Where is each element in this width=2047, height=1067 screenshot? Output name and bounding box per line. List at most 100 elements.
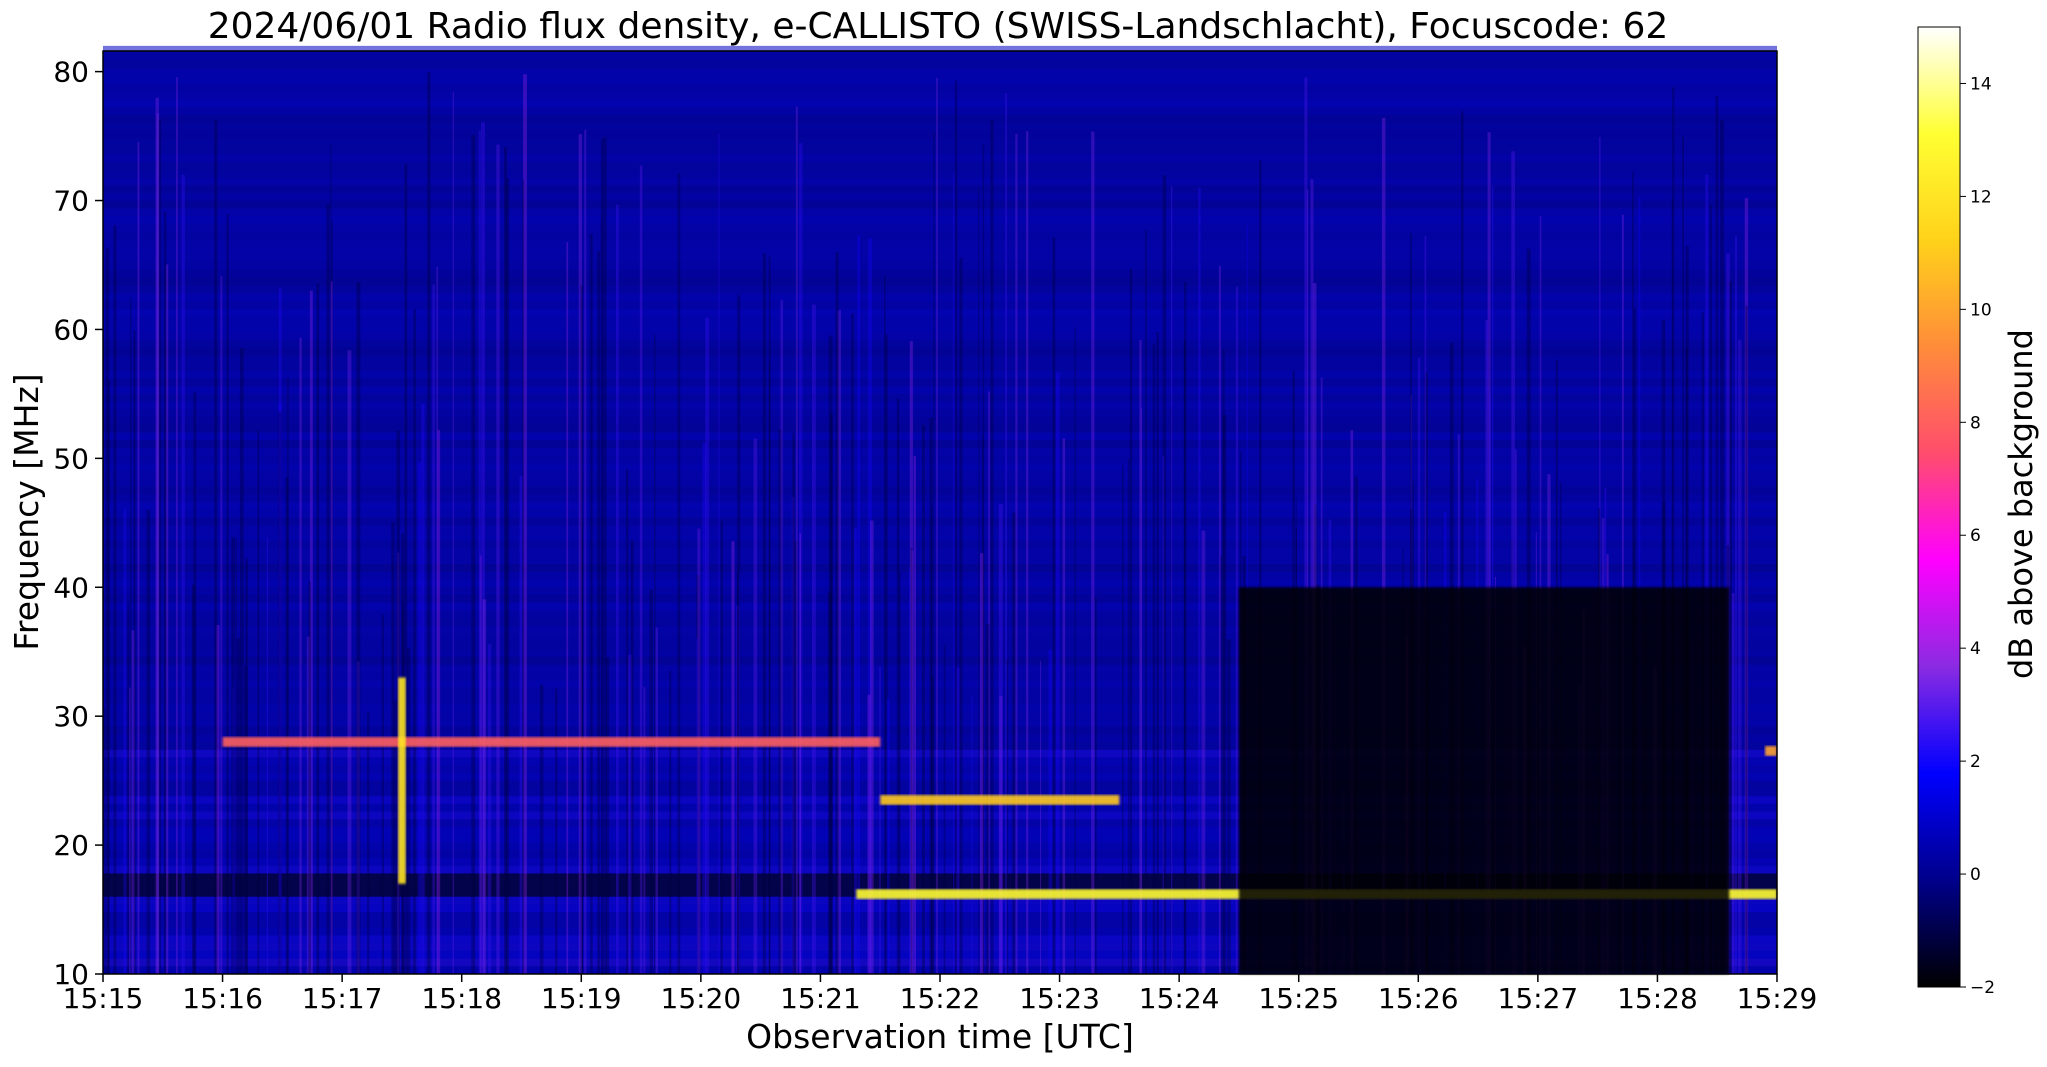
heatmap-row: [103, 123, 1777, 131]
heatmap-row: [103, 850, 1777, 858]
heatmap-streak: [768, 256, 771, 974]
heatmap-streak: [316, 283, 320, 974]
heatmap-streak: [793, 541, 798, 974]
heatmap-row: [103, 231, 1777, 240]
heatmap-streak: [1737, 339, 1742, 974]
heatmap-streak: [555, 688, 558, 974]
heatmap-row: [103, 223, 1777, 232]
heatmap-row: [103, 633, 1777, 642]
heatmap-row: [103, 827, 1777, 835]
heatmap-row: [103, 417, 1777, 425]
y-tick-label: 40: [53, 571, 89, 604]
heatmap-row: [103, 780, 1777, 789]
heatmap-row: [103, 448, 1777, 456]
heatmap-row: [103, 618, 1777, 626]
heatmap-row: [103, 486, 1777, 495]
heatmap-streak: [437, 430, 441, 974]
heatmap-streak: [600, 139, 603, 975]
heatmap-streak: [655, 627, 658, 974]
heatmap-row: [103, 69, 1777, 77]
heatmap-streak: [166, 264, 169, 974]
heatmap-streak: [702, 443, 707, 975]
heatmap-row: [103, 494, 1777, 503]
colorbar-tick-label: −2: [1970, 978, 1995, 998]
heatmap-streak: [697, 528, 701, 974]
heatmap-streak: [413, 309, 416, 974]
heatmap-row: [103, 811, 1777, 820]
heatmap-row: [103, 502, 1777, 510]
heatmap-streak: [896, 398, 900, 974]
heatmap-row: [103, 726, 1777, 735]
colorbar-tick-label: 10: [1970, 300, 1992, 320]
heatmap-streak: [835, 252, 839, 974]
y-tick-label: 60: [53, 313, 89, 346]
heatmap-streak: [421, 404, 425, 974]
heatmap-streak: [1671, 197, 1673, 975]
heatmap-row: [103, 471, 1777, 479]
x-tick-label: 15:17: [302, 982, 383, 1015]
heatmap-streak: [1201, 530, 1206, 974]
heatmap-streak: [1226, 639, 1231, 974]
heatmap-streak: [1218, 265, 1221, 974]
heatmap-streak: [578, 134, 582, 974]
heatmap-row: [103, 834, 1777, 843]
heatmap-streak: [1720, 120, 1725, 975]
heatmap-row: [103, 881, 1777, 889]
heatmap-row: [103, 362, 1777, 371]
heatmap-streak: [1040, 661, 1042, 974]
heatmap-streak: [133, 330, 136, 975]
heatmap-streak: [1511, 151, 1515, 974]
y-tick-label: 30: [53, 700, 89, 733]
heatmap-streak: [331, 220, 333, 975]
heatmap-row: [103, 803, 1777, 812]
heatmap-row: [103, 749, 1777, 758]
heatmap-row: [103, 687, 1777, 696]
heatmap-streak: [627, 654, 632, 974]
heatmap-streak: [811, 304, 816, 975]
heatmap-streak: [326, 204, 330, 975]
heatmap-row: [103, 571, 1777, 580]
heatmap-streak: [356, 282, 361, 974]
heatmap-streak: [381, 614, 384, 974]
heatmap-streak: [753, 438, 758, 974]
feature-spike: [397, 677, 406, 884]
heatmap-streak: [606, 657, 610, 974]
heatmap-streak: [982, 144, 985, 975]
heatmap-streak: [643, 686, 646, 974]
heatmap-streak: [436, 266, 439, 974]
heatmap-streak: [123, 509, 127, 974]
heatmap-row: [103, 355, 1777, 363]
heatmap-streak: [999, 695, 1003, 974]
heatmap-row: [103, 912, 1777, 920]
heatmap-streak: [1005, 93, 1008, 974]
heatmap-streak: [1632, 171, 1634, 974]
heatmap-streak: [1052, 237, 1056, 974]
heatmap-row: [103, 440, 1777, 449]
heatmap-streak: [1140, 407, 1142, 975]
heatmap-row: [103, 45, 1777, 54]
heatmap-streak: [245, 558, 248, 974]
heatmap-streak: [921, 425, 925, 974]
heatmap-streak: [278, 411, 282, 974]
heatmap-streak: [113, 225, 117, 974]
heatmap-cells: [103, 45, 1777, 975]
heatmap-streak: [909, 567, 911, 974]
y-tick-label: 50: [53, 442, 89, 475]
heatmap-streak: [257, 430, 260, 975]
heatmap-streak: [868, 238, 872, 974]
heatmap-row: [103, 463, 1777, 472]
heatmap-streak: [193, 391, 197, 974]
heatmap-row: [103, 301, 1777, 309]
heatmap-streak: [505, 178, 510, 975]
heatmap-streak: [1006, 660, 1008, 974]
feature-band: [222, 736, 881, 747]
x-axis: 15:15 15:16 15:17 15:18 15:19 15:20 15:21 15:22…: [63, 974, 1817, 1015]
heatmap-row: [103, 509, 1777, 518]
heatmap-streak: [130, 297, 132, 975]
feature-band: [880, 794, 1120, 805]
heatmap-row: [103, 896, 1777, 905]
heatmap-streak: [1162, 175, 1167, 974]
colorbar-tick-label: 4: [1970, 639, 1981, 659]
heatmap-streak: [1145, 229, 1147, 974]
heatmap-streak: [1091, 131, 1095, 974]
